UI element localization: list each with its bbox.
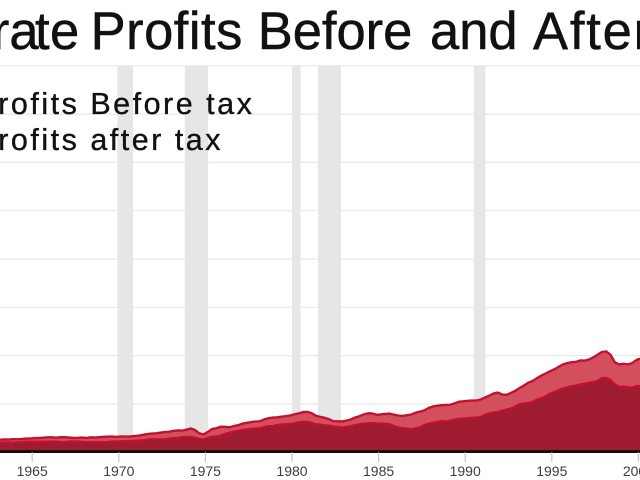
svg-text:rate: rate: [0, 2, 79, 61]
svg-text:After: After: [533, 2, 640, 61]
svg-text:Before: Before: [258, 2, 413, 61]
svg-text:2000: 2000: [623, 463, 640, 479]
svg-text:Profits: Profits: [91, 2, 243, 61]
svg-text:1985: 1985: [363, 463, 394, 479]
svg-text:and: and: [430, 2, 518, 61]
svg-text:1990: 1990: [450, 463, 481, 479]
svg-text:1975: 1975: [190, 463, 221, 479]
svg-text:1965: 1965: [17, 463, 48, 479]
svg-text:1980: 1980: [276, 463, 307, 479]
svg-text:Profits after tax: Profits after tax: [0, 123, 223, 157]
svg-text:Profits Before tax: Profits Before tax: [0, 87, 254, 121]
svg-text:1970: 1970: [103, 463, 134, 479]
svg-text:1995: 1995: [536, 463, 567, 479]
